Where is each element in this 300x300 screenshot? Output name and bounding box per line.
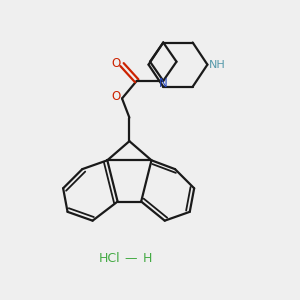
Text: O: O xyxy=(111,57,120,70)
Text: N: N xyxy=(159,77,168,90)
Text: H: H xyxy=(142,252,152,266)
Text: NH: NH xyxy=(209,60,226,70)
Text: HCl: HCl xyxy=(99,252,121,266)
Text: —: — xyxy=(124,252,137,266)
Text: O: O xyxy=(111,91,120,103)
